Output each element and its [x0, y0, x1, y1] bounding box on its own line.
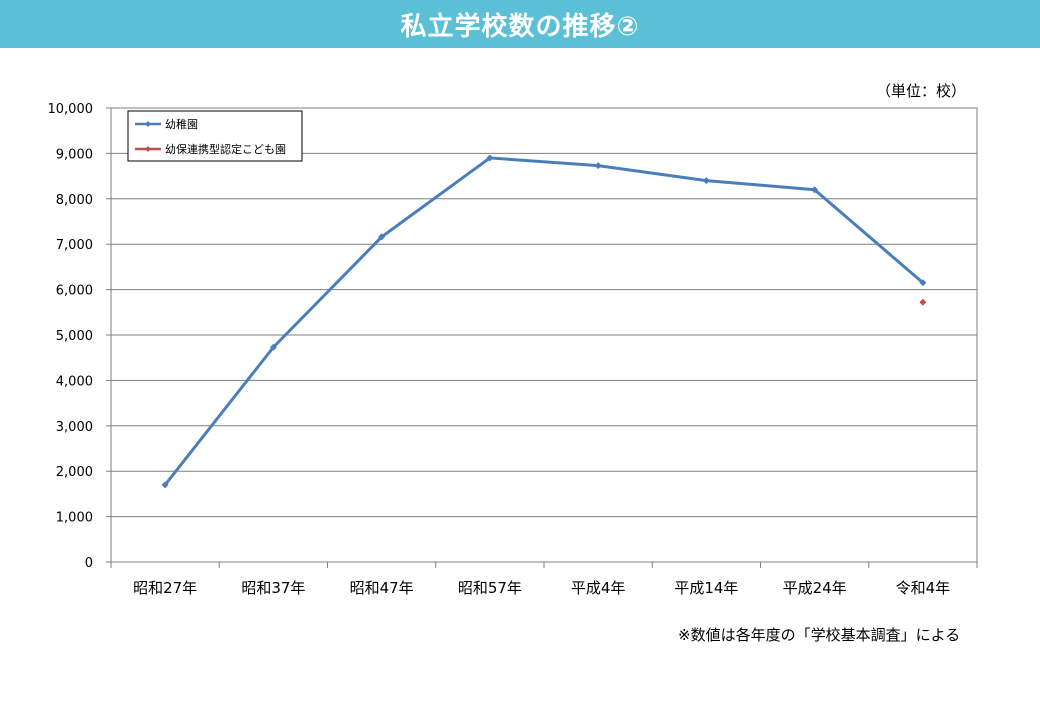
title-bar: 私立学校数の推移② [0, 0, 1040, 48]
data-point [594, 162, 602, 170]
y-tick-label: 4,000 [56, 374, 93, 389]
x-tick-label: 昭和57年 [458, 579, 522, 597]
legend-box [127, 110, 303, 162]
y-tick-label: 5,000 [56, 329, 93, 344]
grid-layer [110, 107, 978, 563]
x-tick-label: 平成14年 [674, 579, 738, 597]
series-line-0 [163, 156, 924, 486]
legend-label: 幼保連携型認定こども園 [165, 142, 286, 156]
page-title: 私立学校数の推移② [400, 11, 640, 42]
series-layer [161, 154, 927, 489]
y-tick-label: 7,000 [56, 238, 93, 253]
data-point [702, 177, 710, 185]
footnote: ※数値は各年度の「学校基本調査」による [678, 626, 961, 644]
x-tick-label: 昭和27年 [133, 579, 197, 597]
y-tick-label: 0 [85, 556, 93, 571]
x-tick-label: 平成24年 [783, 579, 847, 597]
data-point [378, 233, 386, 241]
data-point [161, 481, 169, 489]
y-tick-label: 9,000 [56, 147, 93, 162]
y-tick-label: 2,000 [56, 465, 93, 480]
legend-swatch-marker [145, 121, 151, 127]
data-point [486, 154, 494, 162]
y-tick-label: 6,000 [56, 284, 93, 299]
data-point [919, 298, 927, 306]
x-tick-label: 昭和37年 [241, 579, 305, 597]
unit-label: （単位：校） [876, 82, 967, 100]
x-tick-label: 平成4年 [571, 579, 626, 597]
axis-layer: 0 1,000 2,000 3,000 4,000 5,000 6,000 7,000 8,00… [48, 102, 978, 597]
y-tick-label: 1,000 [56, 511, 93, 526]
x-tick-label: 昭和47年 [350, 579, 414, 597]
y-tick-label: 10,000 [48, 102, 94, 117]
y-tick-label: 8,000 [56, 193, 93, 208]
legend-swatch-marker [145, 146, 151, 152]
x-tick-label: 令和4年 [896, 579, 951, 597]
y-tick-label: 3,000 [56, 420, 93, 435]
data-point [269, 343, 277, 351]
data-point [919, 279, 927, 287]
data-point [811, 186, 819, 194]
legend-label: 幼稚園 [165, 118, 198, 131]
